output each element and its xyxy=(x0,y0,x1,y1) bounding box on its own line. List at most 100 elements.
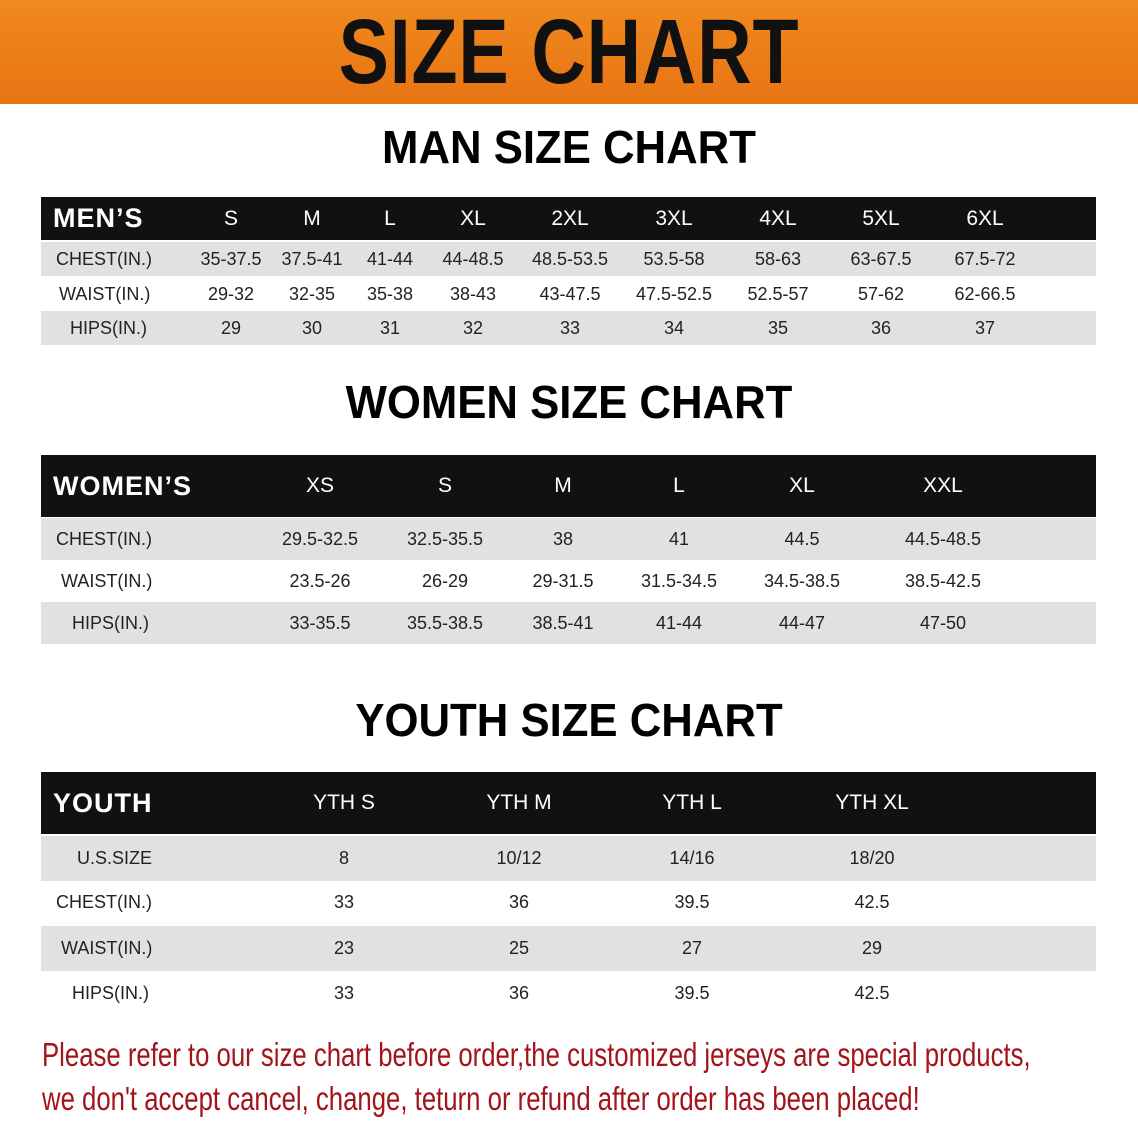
row-label: CHEST(IN.) xyxy=(56,892,152,912)
measurement-cell: 62-66.5 xyxy=(954,283,1016,304)
size-column-header: XL xyxy=(460,206,486,230)
table-header-label: YOUTH xyxy=(53,787,153,818)
measurement-cell: 57-62 xyxy=(857,283,905,304)
size-column-header: 3XL xyxy=(655,206,693,230)
size-column-header: 5XL xyxy=(862,206,900,230)
measurement-cell: 44-47 xyxy=(778,612,826,633)
table-row: WAIST(IN.) 23.5-26 26-29 29-31.5 31.5-34.5 34… xyxy=(41,560,1096,602)
youth-size-table: YOUTH YTH S YTH M YTH L YTH XL U.S.SIZE 8 10/12… xyxy=(41,772,1096,1016)
measurement-cell: 38-43 xyxy=(449,283,497,304)
measurement-cell: 26-29 xyxy=(421,570,469,591)
measurement-cell: 29-31.5 xyxy=(532,570,594,591)
size-column-header: YTH L xyxy=(662,791,722,814)
table-row: HIPS(IN.) 33 36 39.5 42.5 xyxy=(41,971,1096,1016)
row-label: HIPS(IN.) xyxy=(70,317,148,338)
measurement-cell: 34 xyxy=(663,317,685,338)
table-header-row: WOMEN’S XS S M L XL XXL xyxy=(41,455,1096,517)
measurement-cell: 29 xyxy=(861,938,883,958)
measurement-cell: 27 xyxy=(681,938,703,958)
row-label: U.S.SIZE xyxy=(77,848,153,868)
measurement-cell: 41-44 xyxy=(366,248,414,269)
measurement-cell: 37 xyxy=(974,317,996,338)
row-label: HIPS(IN.) xyxy=(72,983,150,1003)
size-column-header: YTH S xyxy=(313,791,375,814)
measurement-cell: 41 xyxy=(668,528,690,549)
table-header-label: WOMEN’S xyxy=(53,470,192,501)
measurement-cell: 42.5 xyxy=(854,892,890,912)
measurement-cell: 36 xyxy=(508,892,530,912)
size-column-header: S xyxy=(437,474,452,497)
measurement-cell: 44.5 xyxy=(784,528,820,549)
measurement-cell: 35-38 xyxy=(366,283,414,304)
size-column-header: M xyxy=(303,206,321,230)
measurement-cell: 48.5-53.5 xyxy=(531,248,609,269)
size-column-header: XS xyxy=(305,474,334,497)
row-label: CHEST(IN.) xyxy=(56,248,152,269)
banner-title: SIZE CHART xyxy=(338,1,800,103)
measurement-cell: 18/20 xyxy=(849,848,895,868)
size-column-header: XL xyxy=(789,474,815,497)
measurement-cell: 23 xyxy=(333,938,355,958)
youth-section-title: YOUTH SIZE CHART xyxy=(355,694,783,746)
measurement-cell: 29-32 xyxy=(207,283,255,304)
measurement-cell: 33 xyxy=(559,317,581,338)
table-row: CHEST(IN.) 33 36 39.5 42.5 xyxy=(41,880,1096,925)
measurement-cell: 35.5-38.5 xyxy=(406,612,484,633)
measurement-cell: 42.5 xyxy=(854,983,890,1003)
measurement-cell: 29 xyxy=(220,317,242,338)
table-header-row: MEN’S S M L XL 2XL 3XL 4XL 5XL 6XL xyxy=(41,197,1096,240)
measurement-cell: 38.5-42.5 xyxy=(904,570,982,591)
size-column-header: M xyxy=(554,474,572,497)
row-label: WAIST(IN.) xyxy=(61,938,153,958)
measurement-cell: 47-50 xyxy=(919,612,967,633)
measurement-cell: 53.5-58 xyxy=(643,248,705,269)
measurement-cell: 35 xyxy=(767,317,789,338)
measurement-cell: 35-37.5 xyxy=(200,248,262,269)
row-label: CHEST(IN.) xyxy=(56,528,152,549)
measurement-cell: 67.5-72 xyxy=(954,248,1016,269)
measurement-cell: 33 xyxy=(333,983,355,1003)
row-label: WAIST(IN.) xyxy=(59,283,151,304)
measurement-cell: 33 xyxy=(333,892,355,912)
table-row: U.S.SIZE 8 10/12 14/16 18/20 xyxy=(41,836,1096,881)
measurement-cell: 14/16 xyxy=(669,848,715,868)
table-row: WAIST(IN.) 23 25 27 29 xyxy=(41,926,1096,971)
size-column-header: L xyxy=(384,206,396,230)
measurement-cell: 63-67.5 xyxy=(850,248,912,269)
measurement-cell: 44-48.5 xyxy=(442,248,504,269)
measurement-cell: 52.5-57 xyxy=(747,283,809,304)
measurement-cell: 31.5-34.5 xyxy=(640,570,718,591)
measurement-cell: 58-63 xyxy=(754,248,802,269)
measurement-cell: 33-35.5 xyxy=(289,612,351,633)
measurement-cell: 32.5-35.5 xyxy=(406,528,484,549)
measurement-cell: 34.5-38.5 xyxy=(763,570,841,591)
measurement-cell: 39.5 xyxy=(674,892,710,912)
measurement-cell: 30 xyxy=(301,317,323,338)
measurement-cell: 23.5-26 xyxy=(289,570,351,591)
size-column-header: L xyxy=(673,474,685,497)
measurement-cell: 38.5-41 xyxy=(532,612,594,633)
men-size-table: MEN’S S M L XL 2XL 3XL 4XL 5XL 6XL CHEST(IN.) 35-37… xyxy=(41,197,1096,345)
size-column-header: 2XL xyxy=(551,206,589,230)
size-column-header: 4XL xyxy=(759,206,797,230)
measurement-cell: 39.5 xyxy=(674,983,710,1003)
measurement-cell: 31 xyxy=(379,317,401,338)
women-size-table: WOMEN’S XS S M L XL XXL CHEST(IN.) 29.5-32.5 32.5… xyxy=(41,455,1096,644)
measurement-cell: 44.5-48.5 xyxy=(904,528,982,549)
measurement-cell: 29.5-32.5 xyxy=(281,528,359,549)
row-label: HIPS(IN.) xyxy=(72,612,150,633)
table-row: HIPS(IN.) 29 30 31 32 33 34 35 36 37 xyxy=(41,311,1096,345)
size-chart-banner: SIZE CHART xyxy=(0,0,1138,104)
table-row: HIPS(IN.) 33-35.5 35.5-38.5 38.5-41 41-44 44-… xyxy=(41,602,1096,644)
measurement-cell: 25 xyxy=(508,938,530,958)
size-column-header: XXL xyxy=(923,474,963,497)
notice-line-1: Please refer to our size chart before or… xyxy=(42,1036,1031,1073)
row-label: WAIST(IN.) xyxy=(61,570,153,591)
notice-line-2: we don't accept cancel, change, teturn o… xyxy=(42,1080,920,1117)
measurement-cell: 32-35 xyxy=(288,283,336,304)
size-column-header: YTH XL xyxy=(835,791,909,814)
measurement-cell: 36 xyxy=(508,983,530,1003)
measurement-cell: 38 xyxy=(552,528,574,549)
measurement-cell: 32 xyxy=(462,317,484,338)
table-row: CHEST(IN.) 35-37.5 37.5-41 41-44 44-48.5 48.5… xyxy=(41,242,1096,276)
